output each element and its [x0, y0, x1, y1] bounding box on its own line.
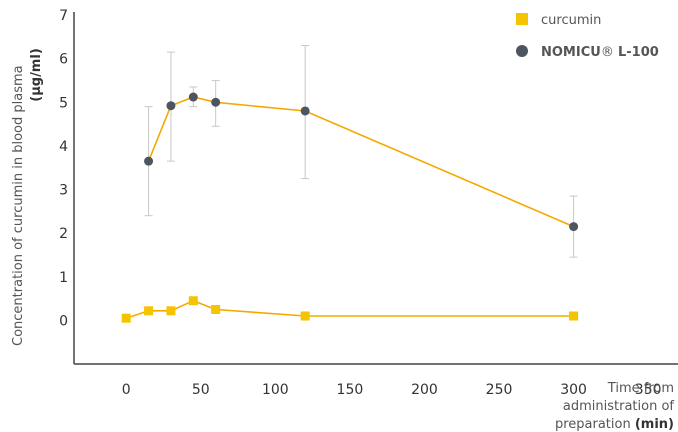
y-tick-label: 2 — [59, 226, 68, 242]
legend-label-curcumin: curcumin — [541, 13, 601, 28]
y-tick-label: 5 — [59, 95, 68, 111]
y-tick-label: 1 — [59, 270, 68, 286]
x-tick-labels: 0 50 100 150 200 250 300 350 — [122, 382, 662, 398]
y-axis-unit: (µg/ml) — [29, 48, 44, 102]
series-lines — [125, 96, 574, 319]
x-tick-label: 0 — [122, 382, 131, 398]
y-tick-label: 0 — [59, 313, 68, 329]
x-tick-label: 150 — [337, 382, 364, 398]
data-point-nomicu — [166, 101, 176, 111]
data-point-nomicu — [188, 92, 198, 102]
axes — [73, 12, 678, 365]
data-point-curcumin — [211, 304, 221, 314]
legend-swatch-nomicu — [516, 45, 528, 57]
error-bars — [144, 45, 578, 258]
x-axis-label-line-2: administration of — [563, 399, 675, 414]
y-tick-label: 6 — [59, 52, 68, 68]
x-tick-label: 250 — [486, 382, 513, 398]
legend: curcumin NOMICU® L-100 — [516, 13, 659, 60]
y-tick-label: 4 — [59, 139, 68, 155]
data-point-nomicu — [569, 222, 579, 232]
data-point-curcumin — [569, 311, 579, 321]
x-tick-label: 300 — [560, 382, 587, 398]
data-point-curcumin — [300, 311, 310, 321]
legend-label-nomicu: NOMICU® L-100 — [541, 45, 659, 60]
y-tick-label: 7 — [59, 8, 68, 24]
y-tick-labels: 0 1 2 3 4 5 6 7 — [59, 8, 68, 329]
data-point-curcumin — [166, 306, 176, 316]
x-axis-label-line-1: Time from — [607, 381, 674, 396]
x-tick-label: 200 — [411, 382, 438, 398]
data-point-curcumin — [188, 296, 198, 306]
data-point-nomicu — [300, 106, 310, 116]
x-tick-label: 100 — [262, 382, 289, 398]
y-axis-label: Concentration of curcumin in blood plasm… — [11, 65, 26, 346]
data-point-curcumin — [144, 306, 154, 316]
legend-swatch-curcumin — [516, 13, 528, 25]
data-point-curcumin — [121, 313, 131, 323]
x-tick-label: 350 — [635, 382, 662, 398]
data-markers — [121, 92, 579, 323]
x-tick-label: 50 — [192, 382, 210, 398]
series-line-1 — [147, 96, 574, 228]
x-axis-label-line-3: preparation (min) — [555, 417, 674, 432]
y-tick-label: 3 — [59, 183, 68, 199]
data-point-nomicu — [144, 156, 154, 166]
data-point-nomicu — [211, 97, 221, 107]
